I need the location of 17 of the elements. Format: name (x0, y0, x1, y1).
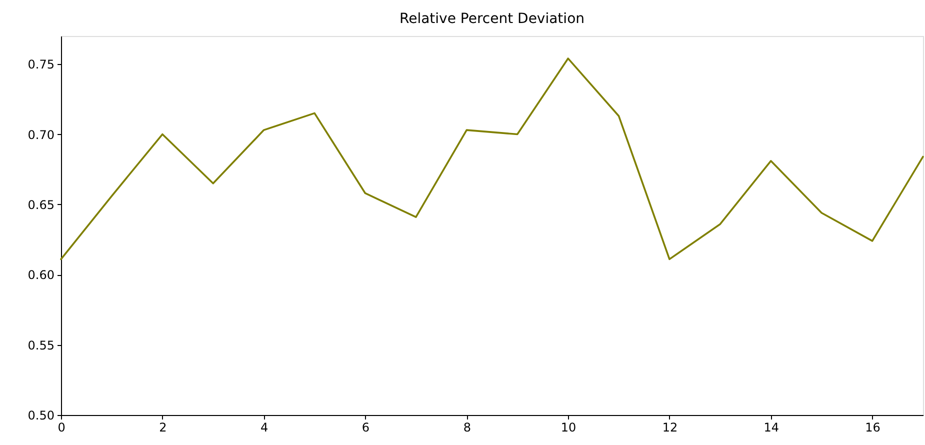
x-tick-label: 16 (865, 420, 880, 434)
x-tick-label: 6 (362, 420, 370, 434)
x-tick-label: 8 (463, 420, 471, 434)
x-tick-label: 4 (260, 420, 268, 434)
y-tick-label: 0.60 (28, 268, 54, 282)
x-tick-label: 14 (764, 420, 780, 434)
chart-title: Relative Percent Deviation (399, 11, 585, 27)
y-tick-label: 0.55 (28, 338, 54, 352)
y-tick-label: 0.50 (28, 408, 54, 422)
y-tick-label: 0.70 (28, 128, 54, 142)
line-series (60, 58, 924, 260)
x-tick-label: 10 (560, 420, 576, 434)
x-tick-label: 12 (662, 420, 678, 434)
x-tick-label: 2 (159, 420, 167, 434)
x-tick-label: 0 (58, 420, 66, 434)
y-tick-label: 0.75 (28, 58, 54, 72)
y-tick-label: 0.65 (28, 198, 54, 212)
